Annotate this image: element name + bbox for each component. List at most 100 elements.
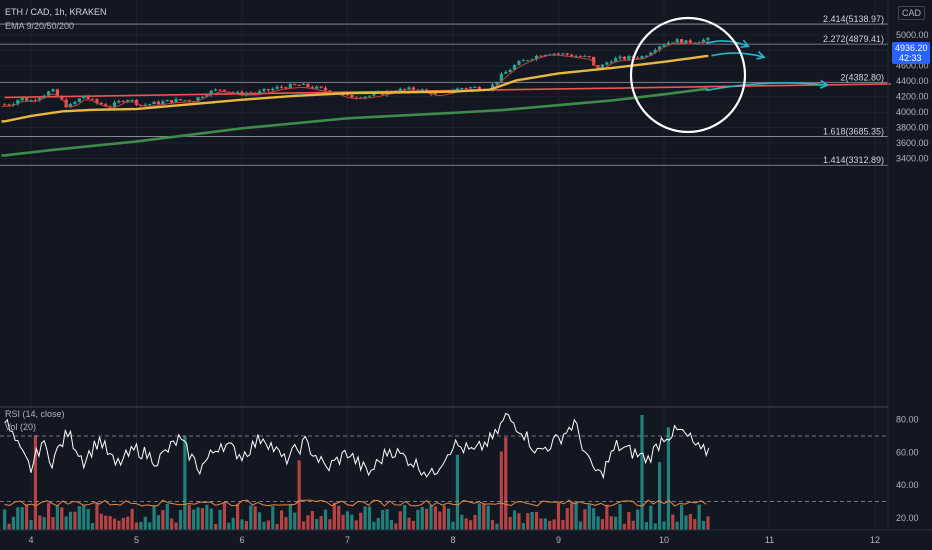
time-tick-label: 10 xyxy=(659,535,669,545)
candle-body xyxy=(345,94,350,96)
volume-bar xyxy=(293,512,297,530)
volume-bar xyxy=(376,517,380,530)
volume-bar xyxy=(403,505,407,530)
volume-bar xyxy=(262,521,266,530)
volume-bar xyxy=(196,507,200,530)
candle-body xyxy=(517,61,521,65)
candle-body xyxy=(46,91,51,96)
grid-lines xyxy=(0,0,888,530)
candle-body xyxy=(165,100,169,102)
indicator-legend[interactable]: EMA 9/20/50/200 xyxy=(5,21,75,31)
volume-bar xyxy=(653,523,657,530)
volume-bar xyxy=(315,518,319,530)
projection-arrowhead[interactable] xyxy=(756,51,766,60)
projection-arrowhead[interactable] xyxy=(740,39,750,48)
volume-bar xyxy=(156,515,161,530)
candle-body xyxy=(636,57,640,59)
volume-bar xyxy=(187,504,191,530)
candle-body xyxy=(143,104,147,106)
candle-body xyxy=(112,102,117,108)
candle-body xyxy=(183,100,187,102)
candle-body xyxy=(679,39,684,44)
volume-bar xyxy=(306,515,310,530)
candle-body xyxy=(688,40,692,43)
projection-path[interactable] xyxy=(711,52,765,58)
volume-bar xyxy=(517,513,521,530)
candle-body xyxy=(701,39,706,43)
projection-path[interactable] xyxy=(705,40,749,48)
fib-level-label: 1.414(3312.89) xyxy=(823,155,884,165)
volume-bar xyxy=(200,508,205,530)
volume-bar xyxy=(354,520,358,530)
volume-bar xyxy=(99,513,103,530)
volume-bar xyxy=(345,511,350,530)
highlight-circle[interactable] xyxy=(629,16,747,134)
candle-body xyxy=(51,89,55,92)
candle-body xyxy=(495,81,499,85)
time-axis[interactable]: 4 5 6 7 8 9 10 11 12 xyxy=(28,535,880,545)
volume-bar xyxy=(11,516,16,530)
rsi-legend[interactable]: RSI (14, close) xyxy=(5,409,65,419)
volume-bar xyxy=(447,508,451,530)
volume-bar xyxy=(512,510,517,530)
volume-bar xyxy=(565,508,569,530)
volume-bar xyxy=(649,505,653,530)
candle-body xyxy=(367,95,372,97)
volume-bar xyxy=(429,505,433,530)
candle-body xyxy=(521,60,525,62)
candle-body xyxy=(95,99,99,103)
candle-body xyxy=(73,101,77,104)
volume-bar xyxy=(152,505,156,530)
candle-body xyxy=(161,101,165,105)
rsi-axis[interactable]: 20.00 40.00 60.00 80.00 xyxy=(896,415,919,523)
volume-bar xyxy=(310,510,314,530)
candle-body xyxy=(297,84,301,86)
volume-bar xyxy=(297,460,301,530)
volume-bar xyxy=(82,505,86,530)
candle-body xyxy=(455,88,459,91)
candle-body xyxy=(328,90,332,93)
volume-bar xyxy=(240,519,244,530)
volume-bar xyxy=(411,520,416,530)
price-tick-label: 5000.00 xyxy=(896,30,929,40)
candle-body xyxy=(68,103,73,108)
volume-bar xyxy=(675,521,679,530)
candle-body xyxy=(649,52,653,56)
volume-bar xyxy=(209,508,213,530)
projection-arrows[interactable] xyxy=(705,39,830,92)
candle-body xyxy=(420,89,424,91)
volume-bar xyxy=(521,522,525,530)
volume-bar xyxy=(266,520,270,530)
volume-bar xyxy=(561,520,565,530)
volume-bar xyxy=(244,521,248,530)
symbol-title[interactable]: ETH / CAD, 1h, KRAKEN xyxy=(5,7,107,17)
volume-legend[interactable]: Vol (20) xyxy=(5,422,37,432)
projection-arrowhead[interactable] xyxy=(819,79,830,89)
volume-bar xyxy=(367,506,372,530)
volume-bar xyxy=(570,502,574,530)
ema20-polyline xyxy=(1,41,709,109)
volume-bar xyxy=(543,518,547,530)
candle-body xyxy=(156,101,161,105)
last-price-badge xyxy=(892,42,930,64)
candle-body xyxy=(323,87,328,91)
currency-badge[interactable]: CAD xyxy=(898,6,926,20)
candle-body xyxy=(403,88,407,90)
candle-body xyxy=(504,72,508,74)
volume-bar xyxy=(627,512,631,530)
volume-bar xyxy=(438,511,442,530)
candle-body xyxy=(170,100,174,103)
volume-bar xyxy=(609,516,613,530)
price-tick-label: 4200.00 xyxy=(896,92,929,102)
candle-body xyxy=(148,104,152,106)
volume-bar xyxy=(618,504,622,530)
candle-body xyxy=(587,56,591,58)
volume-bar xyxy=(574,502,578,530)
volume-bar xyxy=(73,511,77,530)
candle-body xyxy=(499,73,503,82)
candle-body xyxy=(706,37,710,40)
projection-path[interactable] xyxy=(706,82,828,92)
volume-bar xyxy=(25,504,29,530)
candle-body xyxy=(416,89,420,91)
